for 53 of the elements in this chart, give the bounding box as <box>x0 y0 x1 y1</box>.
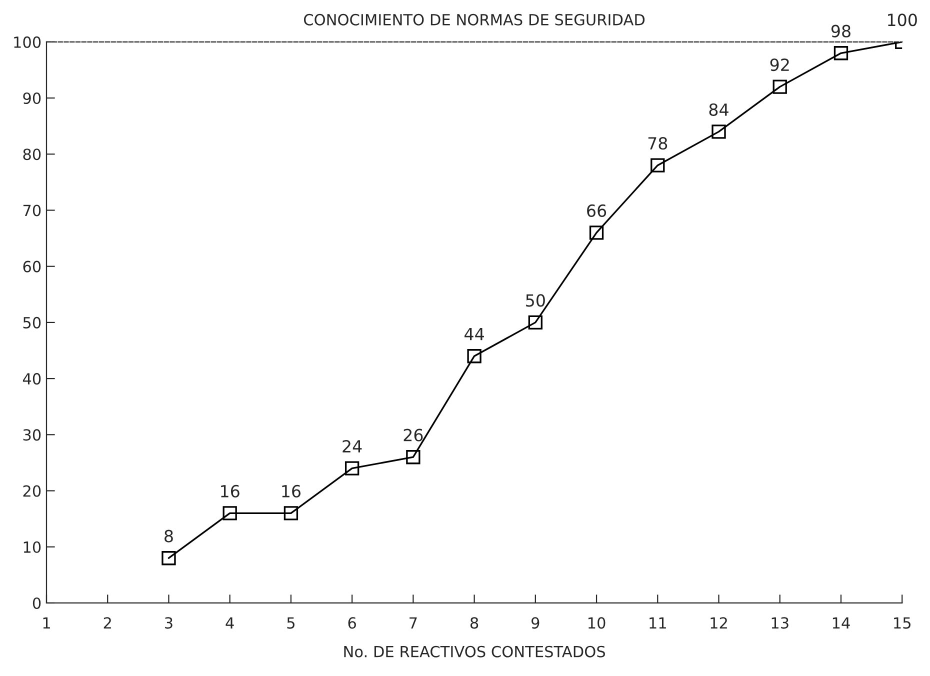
point <box>834 46 848 60</box>
x-tick-label: 5 <box>287 617 294 629</box>
x-tick-label: 11 <box>650 617 666 628</box>
point <box>772 80 787 94</box>
point <box>222 506 237 520</box>
point <box>284 506 298 520</box>
data-label: 24 <box>342 440 362 452</box>
data-label: 16 <box>282 484 301 498</box>
x-tick-label: 12 <box>710 617 727 628</box>
x-tick-label: 14 <box>832 617 850 628</box>
x-tick-label: 13 <box>772 617 788 629</box>
y-tick-label: 90 <box>23 92 41 104</box>
data-label: 92 <box>770 58 789 72</box>
point <box>162 551 176 566</box>
x-tick-label: 1 <box>43 617 50 628</box>
y-tick-label: 80 <box>23 148 41 160</box>
point <box>650 158 665 172</box>
y-tick-label: 40 <box>22 373 41 385</box>
x-tick-label: 9 <box>532 617 540 629</box>
data-label: 98 <box>831 24 850 38</box>
chart-title: CONOCIMIENTO DE NORMAS DE SEGURIDAD <box>304 14 645 26</box>
point <box>589 226 604 240</box>
x-tick-label: 10 <box>588 617 606 629</box>
data-label: 100 <box>888 14 917 26</box>
x-tick-label: 6 <box>348 617 356 629</box>
y-tick-label: 30 <box>23 429 41 441</box>
point <box>528 315 542 330</box>
x-tick-label: 8 <box>470 617 478 629</box>
point <box>712 124 726 139</box>
y-tick-label: 50 <box>23 316 41 328</box>
y-tick-label: 0 <box>32 597 41 610</box>
y-tick-label: 20 <box>23 485 41 497</box>
x-tick-label: 15 <box>894 617 910 629</box>
y-tick-label: 70 <box>23 204 41 216</box>
data-label: 44 <box>464 328 484 340</box>
data-label: 78 <box>648 137 668 150</box>
data-label: 16 <box>221 484 240 498</box>
data-label: 8 <box>164 530 173 542</box>
data-label: 66 <box>587 204 606 217</box>
data-label: 26 <box>404 428 423 442</box>
point <box>344 461 360 476</box>
x-tick-label: 3 <box>165 617 172 629</box>
y-tick-label: 10 <box>24 541 41 553</box>
x-tick-label: 4 <box>226 617 234 628</box>
x-axis-title: No. DE REACTIVOS CONTESTADOS <box>344 646 605 658</box>
y-tick-label: 60 <box>23 260 41 272</box>
data-label: 50 <box>526 294 545 307</box>
x-tick-label: 2 <box>104 617 111 628</box>
data-label: 84 <box>709 103 728 116</box>
x-tick-label: 7 <box>410 617 417 628</box>
point <box>467 349 482 364</box>
y-tick-label: 100 <box>14 36 41 48</box>
point <box>406 450 420 464</box>
